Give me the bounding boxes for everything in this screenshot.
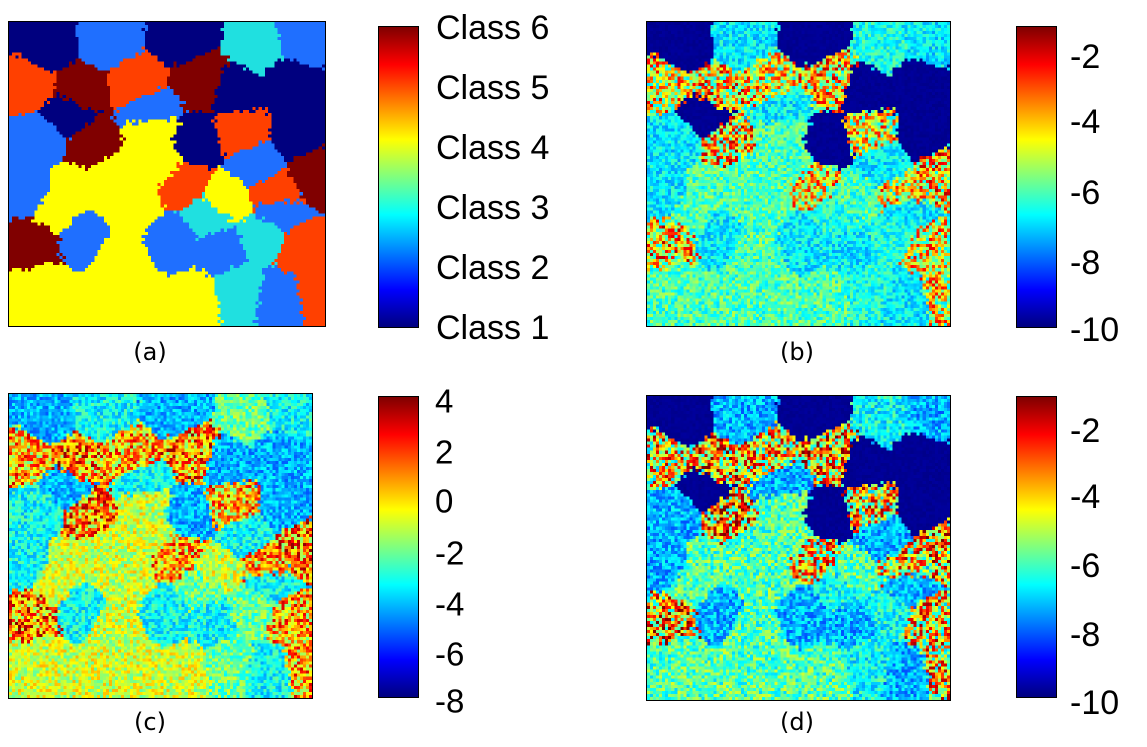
colorbar-b-tick-label: -10 <box>1070 311 1120 349</box>
caption-c: (c) <box>134 708 166 736</box>
colorbar-a-tick-label: Class 4 <box>436 129 550 167</box>
caption-a: (a) <box>133 338 167 366</box>
colorbar-d-tick-label: -4 <box>1070 478 1101 516</box>
colorbar-b <box>1016 26 1057 328</box>
colorbar-c-tick-label: -8 <box>435 682 465 720</box>
caption-d: (d) <box>780 708 814 736</box>
colorbar-a-tick-label: Class 6 <box>436 9 550 47</box>
colorbar-c <box>378 396 419 698</box>
heatmap-a <box>8 21 326 327</box>
colorbar-b-tick-label: -4 <box>1070 103 1101 141</box>
colorbar-a-tick-label: Class 1 <box>436 309 550 347</box>
colorbar-c-tick-label: -2 <box>435 534 465 572</box>
colorbar-a-tick-label: Class 2 <box>436 249 550 287</box>
caption-b: (b) <box>780 338 814 366</box>
colorbar-d-tick-label: -6 <box>1070 547 1101 585</box>
colorbar-d-tick-label: -2 <box>1070 412 1101 450</box>
colorbar-a-tick-label: Class 3 <box>436 189 550 227</box>
colorbar-a-tick-label: Class 5 <box>436 69 550 107</box>
colorbar-b-tick-label: -6 <box>1070 174 1101 212</box>
heatmap-d-canvas <box>647 396 950 700</box>
heatmap-a-canvas <box>9 22 325 326</box>
colorbar-d <box>1016 396 1057 698</box>
heatmap-c <box>8 393 313 699</box>
colorbar-d-tick-label: -8 <box>1070 616 1101 654</box>
colorbar-a <box>378 26 419 328</box>
colorbar-c-tick-label: -4 <box>435 585 465 623</box>
colorbar-c-tick-label: 2 <box>435 433 454 471</box>
colorbar-b-tick-label: -2 <box>1070 38 1101 76</box>
heatmap-d <box>646 395 951 701</box>
colorbar-b-tick-label: -8 <box>1070 244 1101 282</box>
colorbar-c-tick-label: 4 <box>435 382 454 420</box>
heatmap-b-canvas <box>647 22 950 326</box>
colorbar-c-tick-label: -6 <box>435 635 465 673</box>
colorbar-c-tick-label: 0 <box>435 482 454 520</box>
colorbar-d-tick-label: -10 <box>1070 684 1120 722</box>
heatmap-c-canvas <box>9 394 312 698</box>
heatmap-b <box>646 21 951 327</box>
